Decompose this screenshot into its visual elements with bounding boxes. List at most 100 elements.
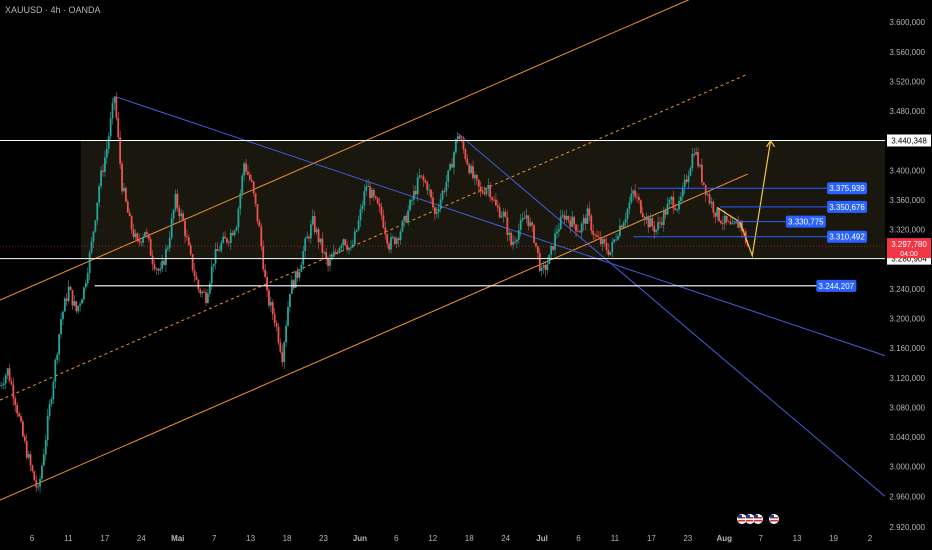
candle-body: [554, 233, 556, 250]
candle-body: [657, 222, 659, 230]
candle-body: [462, 140, 465, 150]
candle-body: [443, 190, 446, 192]
candle-body: [708, 194, 711, 204]
candle-body: [216, 248, 219, 251]
candle-body: [203, 291, 205, 293]
candle-body: [420, 175, 423, 177]
candle-body: [393, 237, 396, 244]
candle-body: [540, 267, 543, 271]
candle-body: [405, 215, 408, 223]
candle-body: [350, 247, 352, 249]
candle-body: [399, 231, 402, 240]
candle-body: [165, 248, 167, 265]
candle-body: [548, 254, 551, 264]
candle-body: [714, 212, 717, 217]
candle-body: [512, 241, 514, 246]
time-tick-label: 2: [868, 534, 873, 543]
current-price-tag: [887, 238, 931, 259]
candle-body: [475, 174, 478, 180]
candle-body: [653, 226, 656, 232]
candle-body: [508, 232, 511, 235]
candle-body: [46, 416, 49, 441]
candle-body: [262, 246, 265, 270]
candle-body: [252, 181, 255, 194]
candle-body: [382, 215, 385, 228]
candle-body: [18, 413, 20, 417]
time-tick-label: 24: [501, 534, 510, 543]
annotation-label-4: 3.310,492: [829, 233, 865, 242]
candle-body: [544, 264, 547, 271]
candle-body: [487, 185, 490, 190]
candle-body: [428, 189, 431, 191]
candle-body: [21, 421, 24, 437]
candle-body: [35, 480, 38, 488]
candle-body: [519, 220, 522, 230]
time-tick-label: 18: [283, 534, 292, 543]
candle-body: [557, 229, 560, 232]
candle-body: [151, 255, 154, 265]
candle-body: [208, 283, 211, 294]
candle-body: [439, 199, 442, 210]
candle-body: [342, 239, 345, 246]
candle-body: [60, 319, 62, 335]
time-tick-label: 6: [394, 534, 399, 543]
candle-body: [737, 222, 740, 228]
candle-body: [6, 368, 9, 376]
candle-body: [506, 217, 509, 235]
candle-body: [647, 216, 650, 228]
candle-body: [620, 225, 623, 228]
candle-body: [691, 154, 694, 169]
candle-body: [290, 280, 293, 294]
candle-body: [104, 157, 106, 172]
candle-body: [285, 325, 287, 343]
candle-body: [491, 197, 493, 200]
price-tick-label: 3.080,000: [889, 403, 925, 412]
candle-body: [94, 220, 97, 232]
candle-body: [142, 236, 144, 243]
time-tick-label: 12: [428, 534, 437, 543]
candle-body: [388, 243, 390, 250]
candle-body: [37, 486, 40, 488]
candle-body: [699, 164, 701, 167]
candle-body: [195, 276, 198, 280]
candle-body: [672, 196, 675, 209]
candle-body: [460, 139, 463, 141]
range-box-layer: [80, 140, 886, 259]
candle-body: [180, 213, 183, 217]
candle-body: [363, 191, 366, 206]
candle-body: [424, 180, 427, 183]
candle-body: [191, 254, 194, 271]
candle-body: [214, 248, 217, 264]
candle-body: [71, 290, 74, 306]
candle-body: [100, 170, 102, 187]
candle-body: [294, 271, 297, 288]
candle-body: [306, 236, 308, 239]
candle-body: [317, 229, 320, 243]
candle-body: [153, 264, 156, 270]
candle-body: [212, 263, 215, 267]
candle-body: [575, 224, 577, 232]
candle-body: [559, 216, 562, 230]
candle-body: [613, 239, 616, 242]
candle-body: [441, 190, 444, 200]
time-tick-label: 13: [793, 534, 802, 543]
candle-body: [464, 149, 467, 160]
candle-body: [113, 97, 116, 103]
candle-body: [515, 239, 518, 242]
price-tick-label: 3.400,000: [889, 166, 925, 175]
us-flag-icon: [753, 514, 763, 524]
candle-body: [117, 117, 120, 138]
candle-body: [298, 271, 301, 278]
candle-body: [197, 279, 200, 290]
candle-body: [435, 212, 438, 214]
candle-body: [412, 190, 415, 200]
candle-body: [50, 398, 53, 405]
candle-body: [598, 236, 600, 238]
candle-body: [433, 207, 436, 214]
time-tick-label: 17: [647, 534, 656, 543]
time-tick-label: 18: [465, 534, 474, 543]
candle-body: [16, 405, 19, 414]
candle-body: [662, 210, 665, 226]
candle-body: [63, 298, 66, 312]
